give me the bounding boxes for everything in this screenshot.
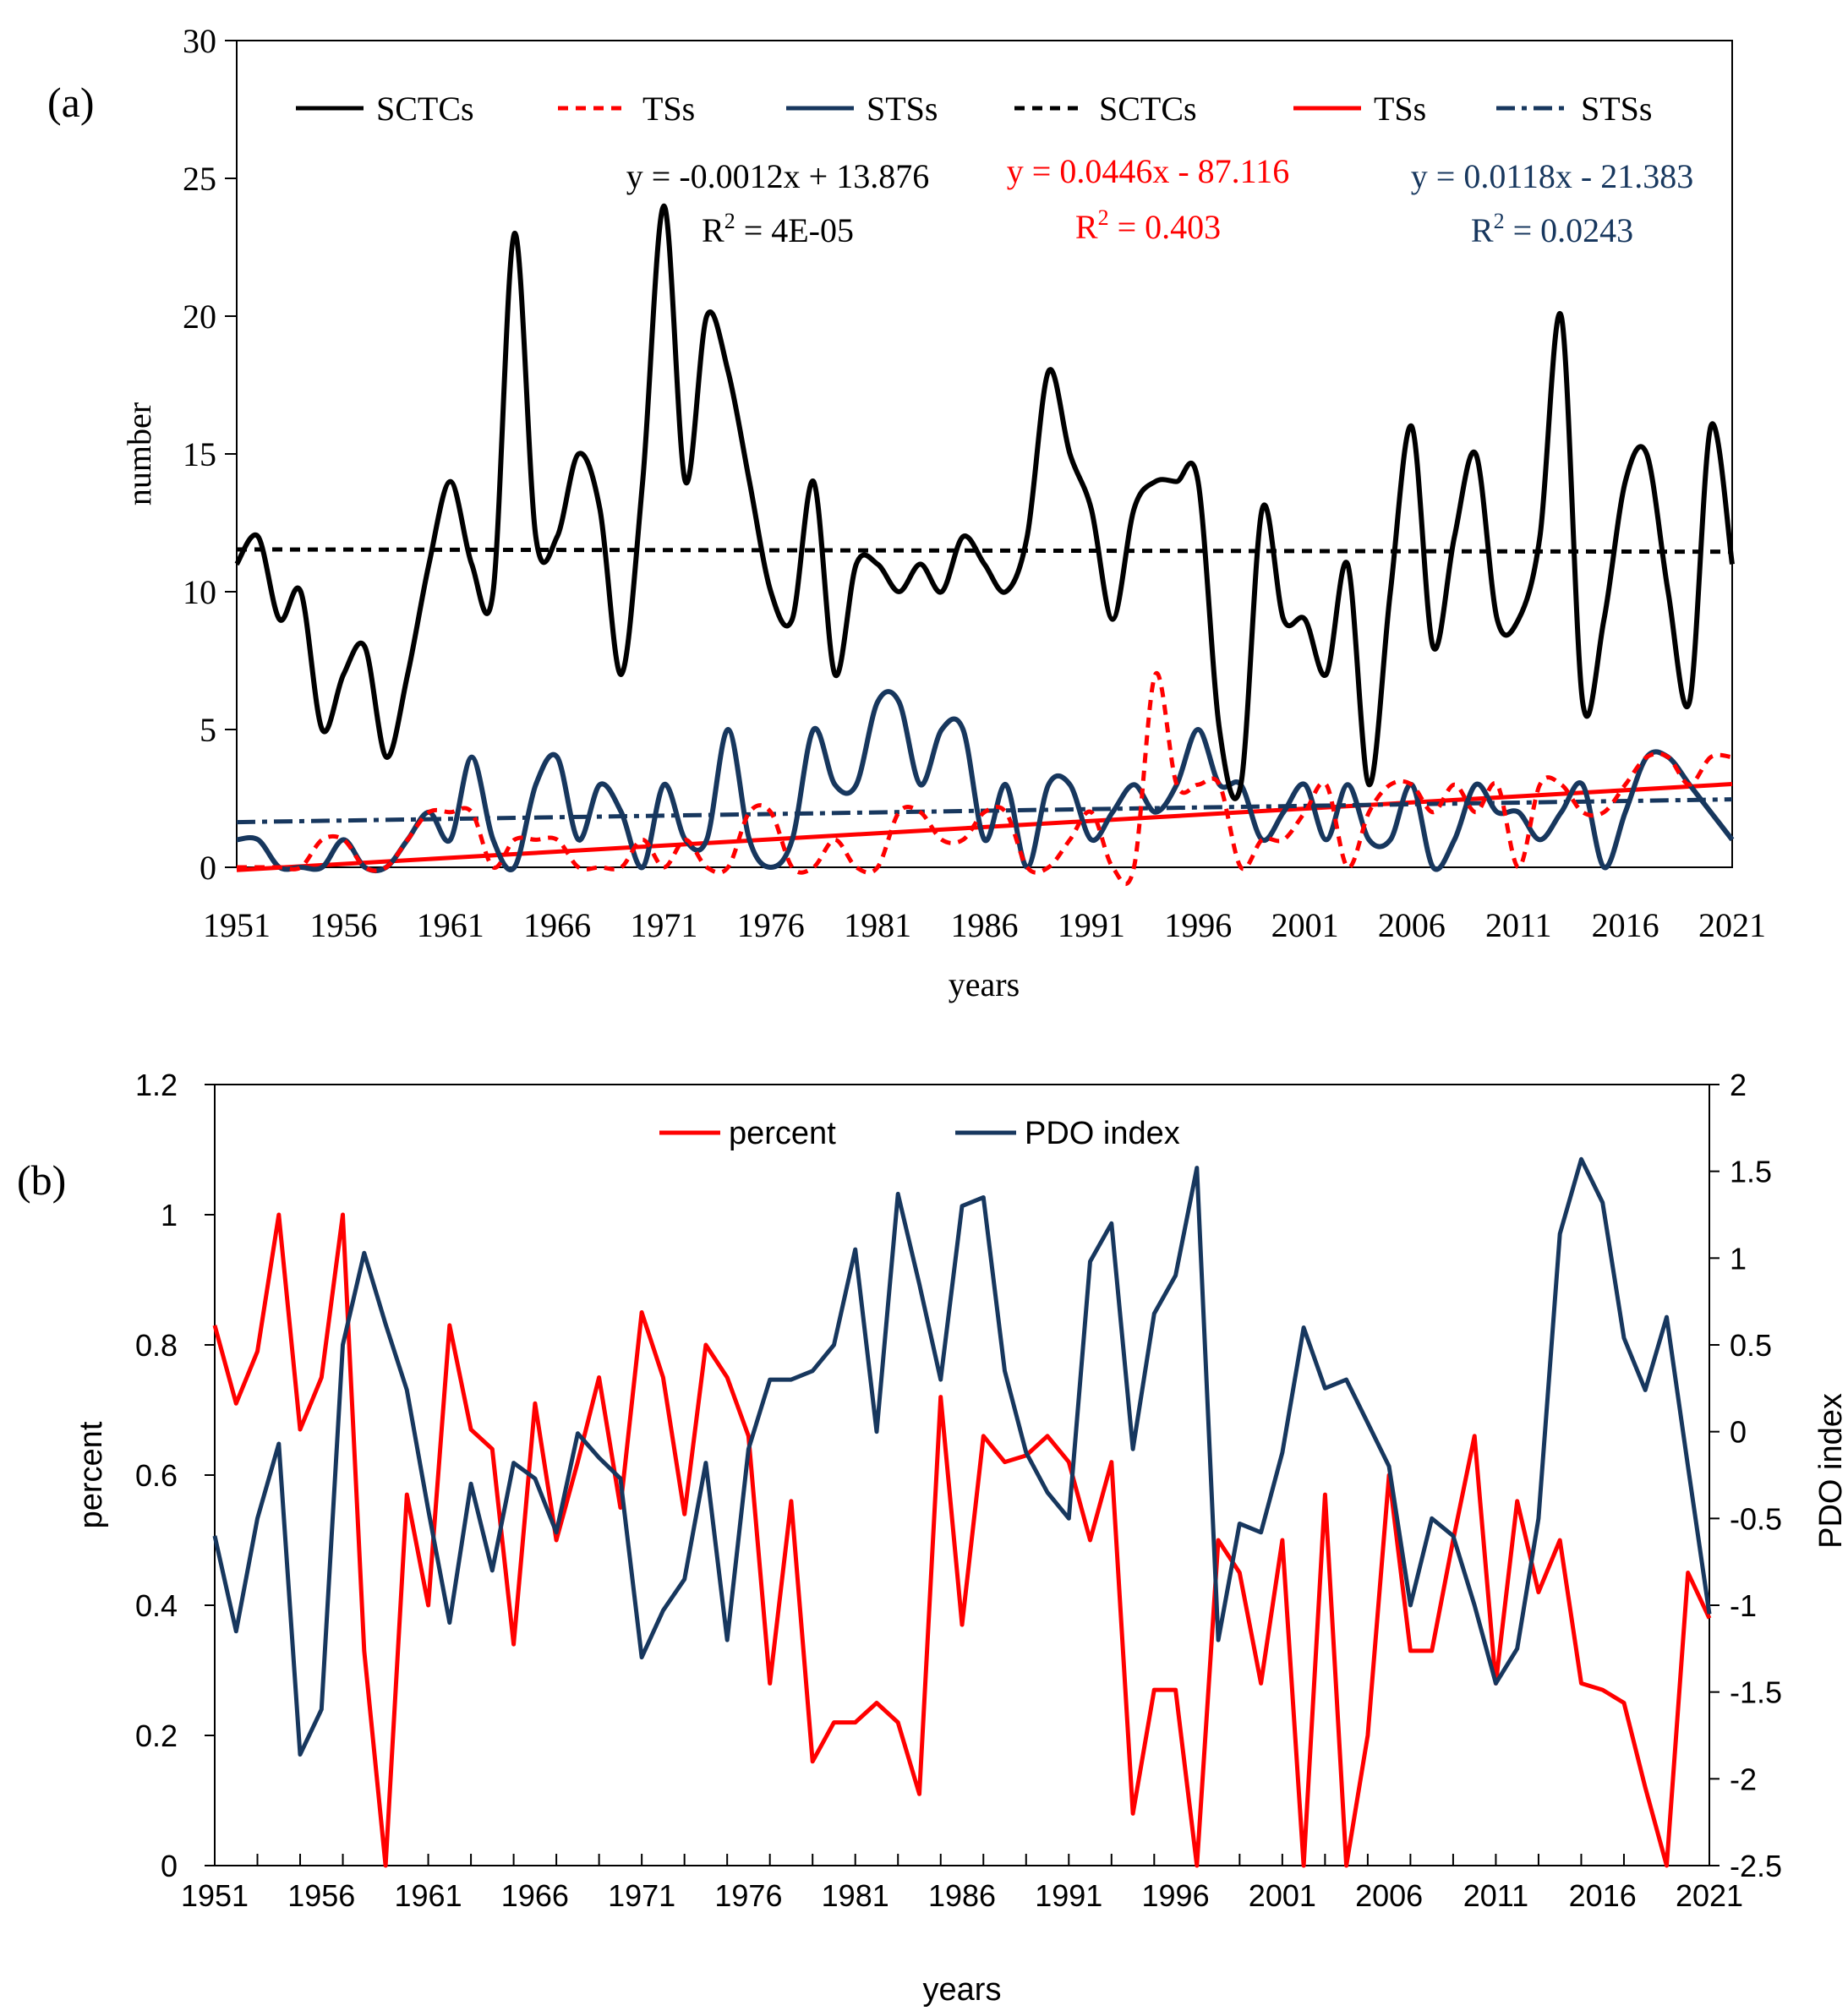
panel-a-x-tick-label: 1966 [523,906,591,944]
legend-label-stss-dashdot: STSs [1581,90,1653,128]
panel-b-x-tick-label: 1986 [928,1878,996,1913]
series-line-sctcs [234,203,1735,801]
panel-b-y2-tick-label: -0.5 [1730,1501,1782,1536]
series-line-percent [212,1212,1712,1868]
panel-b-x-tick-label: 1966 [501,1878,569,1913]
panel-a-x-tick-label: 1996 [1164,906,1232,944]
equation-sctcs: y = -0.0012x + 13.876 [626,157,929,195]
panel-a-y-tick-label: 5 [200,711,216,749]
panel-a-y-tick-label: 10 [183,573,216,611]
panel-b-y-tick-label: 0 [161,1849,178,1883]
panel-a-x-tick-label: 1991 [1058,906,1125,944]
equation-tss: y = 0.0446x - 87.116 [1007,152,1289,190]
panel-b-x-tick-label: 1951 [181,1878,249,1913]
legend-label-pdo-index: PDO index [1025,1116,1180,1151]
panel-b-x-tick-label: 2001 [1249,1878,1316,1913]
panel-a-y-tick-label: 20 [183,298,216,336]
panel-a-chart: (a) 0 5 10 15 20 25 30 1951 1956 1961 1966 1971 197… [47,22,1766,1003]
panel-a-x-tick-label: 2011 [1485,906,1552,944]
panel-a-x-axis-title: years [949,965,1020,1003]
panel-b-y2-tick-label: 1.5 [1730,1155,1772,1189]
panel-b-y-tick-label: 0.8 [135,1328,178,1363]
series-line-tss-dotted [237,670,1733,887]
panel-a-x-tick-label: 2001 [1271,906,1339,944]
panel-a-x-tick-label: 1956 [309,906,377,944]
panel-a-x-tick-label: 1961 [417,906,484,944]
panel-a-equations: y = -0.0012x + 13.876 R2 = 4E-05 y = 0.0… [626,152,1693,249]
panel-a-x-tick-label: 1986 [951,906,1019,944]
panel-b-y2-tick-label: 2 [1730,1068,1747,1102]
series-line-stss [236,689,1735,874]
panel-b-y2-tick-label: 0.5 [1730,1328,1772,1363]
r2-sctcs: R2 = 4E-05 [702,209,854,249]
panel-a-y-tick-label: 25 [183,160,216,198]
panel-a-label: (a) [47,79,95,126]
legend-label-sctcs-dotted: SCTCs [1099,90,1197,128]
panel-a-x-tick-label: 1976 [737,906,805,944]
series-line-pdo-index [212,1156,1712,1757]
panel-b-x-tick-label: 1991 [1035,1878,1102,1913]
panel-b-y-axis-title: percent [74,1421,109,1528]
panel-a-x-tick-label: 1981 [844,906,911,944]
panel-a-x-tick-label: 2021 [1698,906,1766,944]
panel-b-y-tick-label: 1.2 [135,1068,178,1102]
panel-b-y2-tick-label: -2.5 [1730,1849,1782,1883]
panel-b-x-tick-label: 2021 [1676,1878,1743,1913]
panel-a-x-tick-label: 2016 [1592,906,1659,944]
panel-b-y2-tick-label: -1.5 [1730,1675,1782,1710]
legend-label-tss-solid: TSs [1374,90,1426,128]
panel-a-x-tick-label: 2006 [1378,906,1446,944]
panel-b-y2-axis-title: PDO index [1813,1393,1848,1549]
r2-tss: R2 = 0.403 [1075,205,1221,246]
panel-a-y-axis-title: number [120,402,158,505]
equation-stss: y = 0.0118x - 21.383 [1411,157,1693,195]
panel-b-x-tick-label: 1981 [822,1878,889,1913]
trendline-sctcs [236,547,1733,555]
panel-b-y2-tick-label: 1 [1730,1241,1747,1276]
legend-label-sctcs-solid: SCTCs [376,90,474,128]
panel-b-x-tick-label: 2006 [1355,1878,1423,1913]
panel-b-x-tick-label: 1971 [608,1878,675,1913]
panel-b-y-tick-label: 0.4 [135,1588,178,1623]
panel-b-y2-tick-label: -2 [1730,1762,1757,1796]
panel-b-y2-tick-label: 0 [1730,1415,1747,1450]
panel-a-x-tick-label: 1951 [203,906,271,944]
panel-b-legend: percent PDO index [659,1116,1180,1151]
panel-b-x-tick-label: 2016 [1569,1878,1637,1913]
panel-b-y2-tick-label: -1 [1730,1588,1757,1623]
legend-label-percent: percent [729,1116,836,1151]
panel-b-x-tick-label: 2011 [1463,1878,1528,1913]
panel-b-y-tick-label: 1 [161,1198,178,1232]
panel-b-label: (b) [17,1156,66,1204]
panel-b-x-axis-title: years [923,1972,1002,2008]
panel-b-y-tick-label: 0.2 [135,1719,178,1753]
panel-b-x-tick-label: 1956 [287,1878,355,1913]
panel-a-x-tick-label: 1971 [630,906,697,944]
panel-b-x-tick-label: 1976 [714,1878,782,1913]
panel-b-y-tick-label: 0.6 [135,1458,178,1493]
panel-a-y-tick-label: 0 [200,849,216,887]
panel-b-x-tick-label: 1961 [395,1878,462,1913]
panel-b-chart: (b) 0 0.2 0.4 0.6 0.8 1 1.2 -2.5 -2 -1.5 -1 -0.5 0 0… [17,1068,1848,2008]
panel-a-y-tick-label: 15 [183,435,216,473]
panel-a-legend: SCTCs TSs STSs SCTCs TSs STSs [296,90,1653,128]
panel-a-y-tick-label: 30 [183,22,216,60]
r2-stss: R2 = 0.0243 [1471,209,1633,249]
panel-b-x-tick-label: 1996 [1142,1878,1210,1913]
legend-label-stss-solid: STSs [867,90,938,128]
legend-label-tss-dotted: TSs [642,90,695,128]
